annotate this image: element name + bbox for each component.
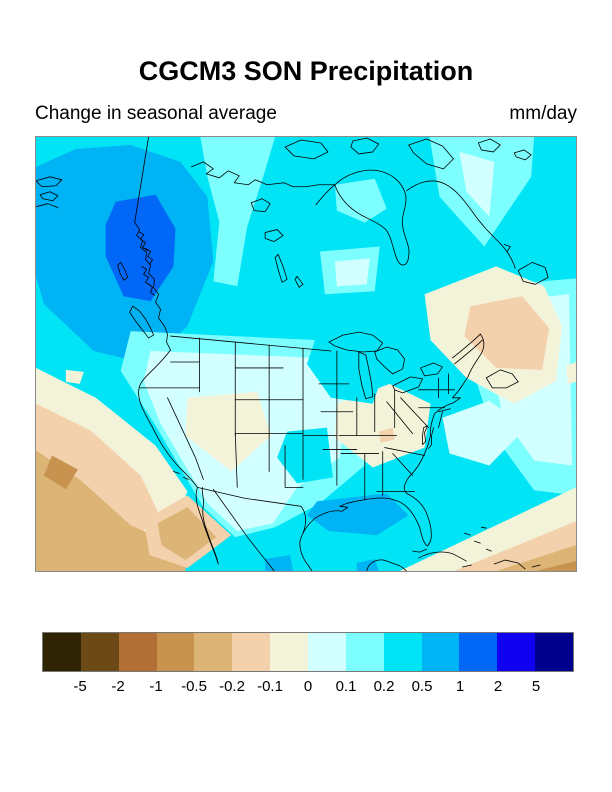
colorbar-segment-4 [194,633,233,671]
colorbar-tick-label: 0.1 [335,678,357,695]
vancouver-island [129,305,154,339]
map-canvas [36,137,576,571]
colorbar-tick-label: -0.5 [181,678,207,695]
colorbar-segment-3 [156,633,195,671]
lake-superior [328,331,384,353]
lake-ontario [420,362,443,377]
subtitle-row: Change in seasonal average mm/day [35,103,577,125]
colorbar-segment-6 [270,633,309,671]
units-label: mm/day [509,103,577,124]
labrador-coastline [406,180,516,269]
bc-fjord-islands [138,231,155,296]
region-gulf-of-mexico-blob [306,493,409,536]
region-se-atlantic-pale [442,400,527,466]
colorbar-segment-5 [232,633,271,671]
colorbar-segment-13 [535,633,574,671]
florida-keys [412,548,427,553]
state-borders-horizontal-west [139,361,304,488]
region-oklahoma-cyan [277,427,333,484]
nova-scotia [485,369,519,389]
new-brunswick-coast [468,333,485,377]
newfoundland [517,262,549,285]
us-canada-border [170,335,332,352]
channel-islands [173,471,189,480]
colorbar-tick-label: -5 [73,678,87,695]
hudson-bay [315,169,410,266]
figure-title: CGCM3 SON Precipitation [138,56,474,86]
long-island [438,408,451,413]
baffin-island [408,138,454,170]
precipitation-map [35,136,577,572]
colorbar-labels: -5 -2 -1 -0.5 -0.2 -0.1 0 0.1 0.2 0.5 1 2 5 [42,678,574,698]
arctic-mainland-coast [191,161,336,188]
region-great-lakes-cyan [306,328,387,404]
us-west-coastline [138,349,198,488]
cuba-coastline [418,551,467,562]
region-bottom-blue-spot-2 [265,555,294,571]
colorbar-tick-label: 0.5 [411,678,433,695]
region-offshore-cream-spot [65,369,84,384]
region-hudson-west-light [334,178,387,223]
colorbar-segment-12 [497,633,536,671]
alaska-bc-border-line [134,137,149,224]
state-borders-vertical-west [198,337,338,486]
region-nw-canada-light [200,137,276,287]
victoria-island [284,139,329,160]
colorbar-segment-10 [421,633,460,671]
alaska-coast-islands [36,176,63,209]
mexico-gulf-of-california-coast [212,488,275,571]
region-labrador-pale [459,151,495,217]
baja-california-coastline [195,486,219,565]
california-arizona-borders [167,397,238,488]
colorbar-tick-label: -1 [149,678,163,695]
hispaniola-jamaica-pr [462,559,541,570]
colorbar-tick-label: 0.2 [373,678,395,695]
colorbar [42,632,574,672]
southern-state-borders [338,435,425,500]
region-utah-colorado-cream [185,391,272,472]
us-east-gulf-coastline [299,375,469,571]
region-east-edge-cream-spot [566,361,576,384]
region-central-canada-pale [334,258,370,287]
colorbar-segment-0 [43,633,81,671]
arctic-island-2 [350,137,380,155]
northeast-state-borders [386,373,455,435]
region-se-corner-dark-tan [536,561,576,571]
colorbar-tick-label: 2 [493,678,503,695]
canadian-lakes [250,198,304,288]
region-pacific-dark-tan-spot [43,455,78,490]
haida-gwaii-island [117,262,129,281]
chesapeake-bay [422,425,434,449]
lake-huron [374,346,406,375]
colorbar-tick-label: -0.1 [257,678,283,695]
colorbar-segment-9 [383,633,422,671]
map-linework [36,137,549,571]
colorbar-segment-2 [118,633,157,671]
region-maritimes-peach [464,296,550,370]
yucatan-coast [366,559,408,571]
colorbar-segment-7 [308,633,346,671]
colorbar-segment-1 [80,633,119,671]
region-southeast-peach-spot [378,427,395,443]
colorbar-tick-label: -2 [111,678,125,695]
st-lawrence-river [452,333,483,365]
colorbar-segment-8 [345,633,384,671]
colorbar-tick-label: 5 [531,678,541,695]
colorbar-tick-label: 1 [455,678,465,695]
region-baja-tan-core [157,507,217,561]
colorbar-tick-label: 0 [303,678,313,695]
lake-michigan [358,351,374,400]
colorbar-segment-11 [459,633,498,671]
colorbar-tick-label: -0.2 [219,678,245,695]
bahamas-islands [464,526,492,552]
arctic-islands-east [477,138,532,161]
figure-subtitle: Change in seasonal average [35,103,277,124]
midwest-state-borders [302,383,396,450]
bc-fjord-coastline [134,222,171,351]
